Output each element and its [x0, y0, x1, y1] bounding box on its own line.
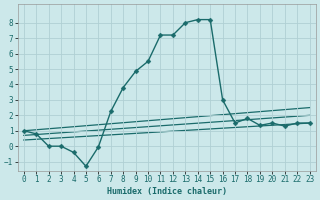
X-axis label: Humidex (Indice chaleur): Humidex (Indice chaleur): [107, 187, 227, 196]
